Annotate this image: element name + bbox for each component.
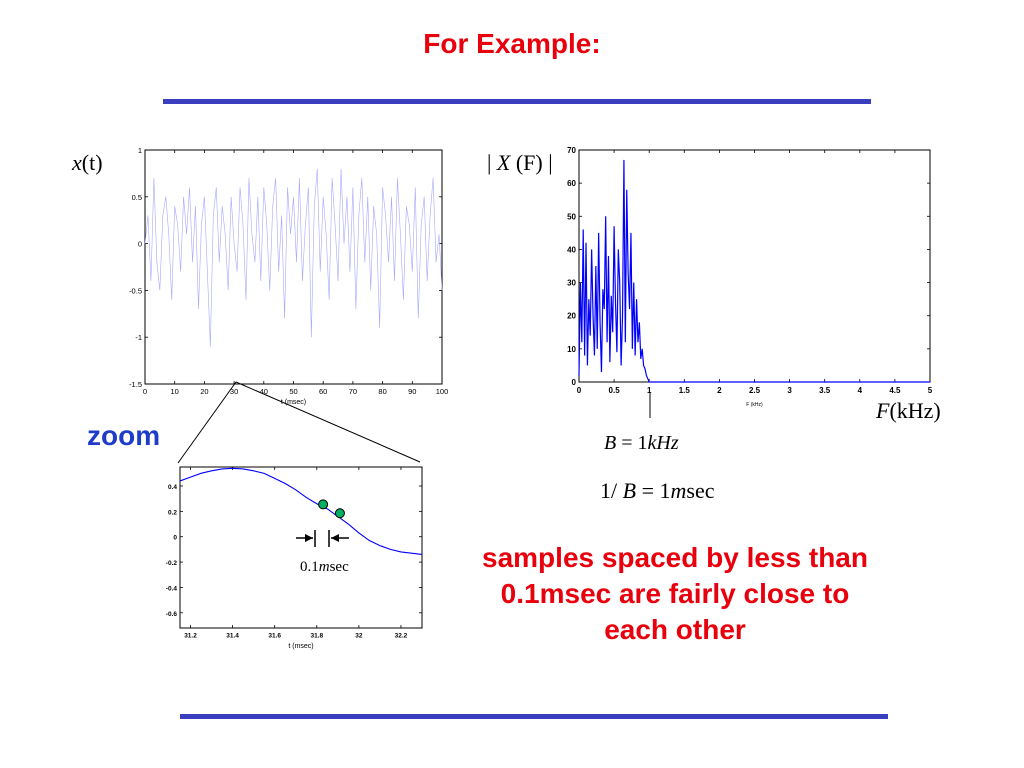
xt-label: x(t) (72, 150, 103, 175)
spectrum-ytick-label: 30 (567, 279, 576, 288)
zoom-label: zoom (87, 420, 161, 451)
spectrum-ytick-label: 50 (567, 212, 576, 221)
spectrum-ytick-label: 40 (567, 245, 576, 254)
spectrum-xtick-label: 1.5 (679, 386, 691, 395)
slide-title: For Example: (423, 28, 601, 59)
time-signal-ytick-label: 1 (138, 146, 142, 155)
top-divider (163, 99, 871, 104)
zoomed-signal-ytick-label: 0.2 (168, 509, 177, 516)
spectrum-xtick-label: 0 (577, 386, 582, 395)
time-signal-xtick-label: 60 (319, 387, 327, 396)
zoom-connector-left (177, 381, 237, 464)
spectrum-ytick-label: 20 (567, 312, 576, 321)
time-signal-ytick-label: 0 (138, 240, 142, 249)
time-signal-ytick-label: -1.5 (129, 380, 142, 389)
zoomed-signal-xtick-label: 32.2 (395, 633, 408, 640)
spectrum-xtick-label: 2 (717, 386, 722, 395)
spectrum-ytick-label: 10 (567, 345, 576, 354)
spectrum-ytick-label: 0 (572, 378, 577, 387)
bottom-divider (180, 714, 888, 719)
zoomed-signal-xtick-label: 31.2 (184, 633, 197, 640)
spectrum-xtick-label: 1 (647, 386, 652, 395)
zoomed-signal-frame (179, 466, 423, 629)
zoomed-signal-chart: 31.2 31.4 31.6 31.8 32 32.2 0.4 0.2 0 -0.2 -0.4 -0.… (166, 466, 423, 650)
spectrum-xtick-label: 4 (858, 386, 863, 395)
time-signal-ytick-label: -1 (135, 333, 142, 342)
zoomed-signal-series-0 (179, 467, 423, 556)
time-signal-ytick-label: -0.5 (129, 286, 142, 295)
time-signal-series-0 (144, 168, 443, 347)
zoomed-signal-ytick-label: -0.6 (166, 611, 178, 618)
spectrum-xtick-label: 2.5 (749, 386, 761, 395)
zoomed-signal-xtick-label: 31.4 (226, 633, 239, 640)
zoomed-signal-ytick-label: -0.2 (166, 560, 178, 567)
zoomed-signal-ytick-label: 0 (173, 535, 177, 542)
spectrum-series-0 (578, 159, 930, 383)
zoomed-signal-xtick-label: 31.8 (310, 633, 323, 640)
spectrum-xtick-label: 3 (787, 386, 792, 395)
time-signal-xtick-label: 70 (349, 387, 357, 396)
spectrum-xlabel: F (kHz) (746, 402, 763, 408)
time-signal-xtick-label: 10 (171, 387, 179, 396)
time-signal-xtick-label: 0 (143, 387, 147, 396)
spectrum-xtick-label: 5 (928, 386, 933, 395)
time-signal-xtick-label: 40 (260, 387, 268, 396)
spectrum-ytick-label: 70 (567, 146, 576, 155)
time-signal-xtick-label: 30 (230, 387, 238, 396)
sample-point (318, 499, 329, 510)
spectrum-xtick-label: 4.5 (889, 386, 901, 395)
time-signal-xtick-label: 80 (378, 387, 386, 396)
time-signal-xtick-label: 20 (200, 387, 208, 396)
caption: samples spaced by less than 0.1msec are … (482, 542, 868, 645)
zoomed-signal-ytick-label: -0.4 (166, 585, 178, 592)
spectrum-xtick-label: 0.5 (609, 386, 621, 395)
zoomed-signal-ytick-label: 0.4 (168, 484, 177, 491)
time-signal-xtick-label: 90 (408, 387, 416, 396)
zoomed-signal-xlabel: t (msec) (288, 643, 313, 650)
Xf-label: | X (F) | (487, 150, 553, 175)
spectrum-xtick-label: 3.5 (819, 386, 831, 395)
time-signal-xtick-label: 100 (436, 387, 449, 396)
sample-point (334, 508, 345, 519)
inverse-bandwidth-label: 1/ B = 1msec (600, 478, 715, 503)
bandwidth-label: B = 1kHz (604, 432, 679, 454)
sample-spacing-indicator (296, 530, 349, 547)
zoomed-signal-xtick-label: 31.6 (268, 633, 281, 640)
time-signal-chart: 0 10 20 30 40 50 60 70 80 90 100 1 0.5 0 -0.5 -1 -1.5 t (… (129, 146, 448, 406)
time-signal-ytick-label: 0.5 (132, 193, 142, 202)
time-signal-xlabel: t (msec) (281, 399, 306, 406)
spectrum-ytick-label: 60 (567, 179, 576, 188)
zoom-connector-right (235, 381, 421, 463)
zoomed-signal-xtick-label: 32 (355, 633, 363, 640)
F-axis-label: F(kHz) (876, 398, 941, 423)
spacing-label: 0.1msec (300, 559, 349, 575)
time-signal-xtick-label: 50 (289, 387, 297, 396)
